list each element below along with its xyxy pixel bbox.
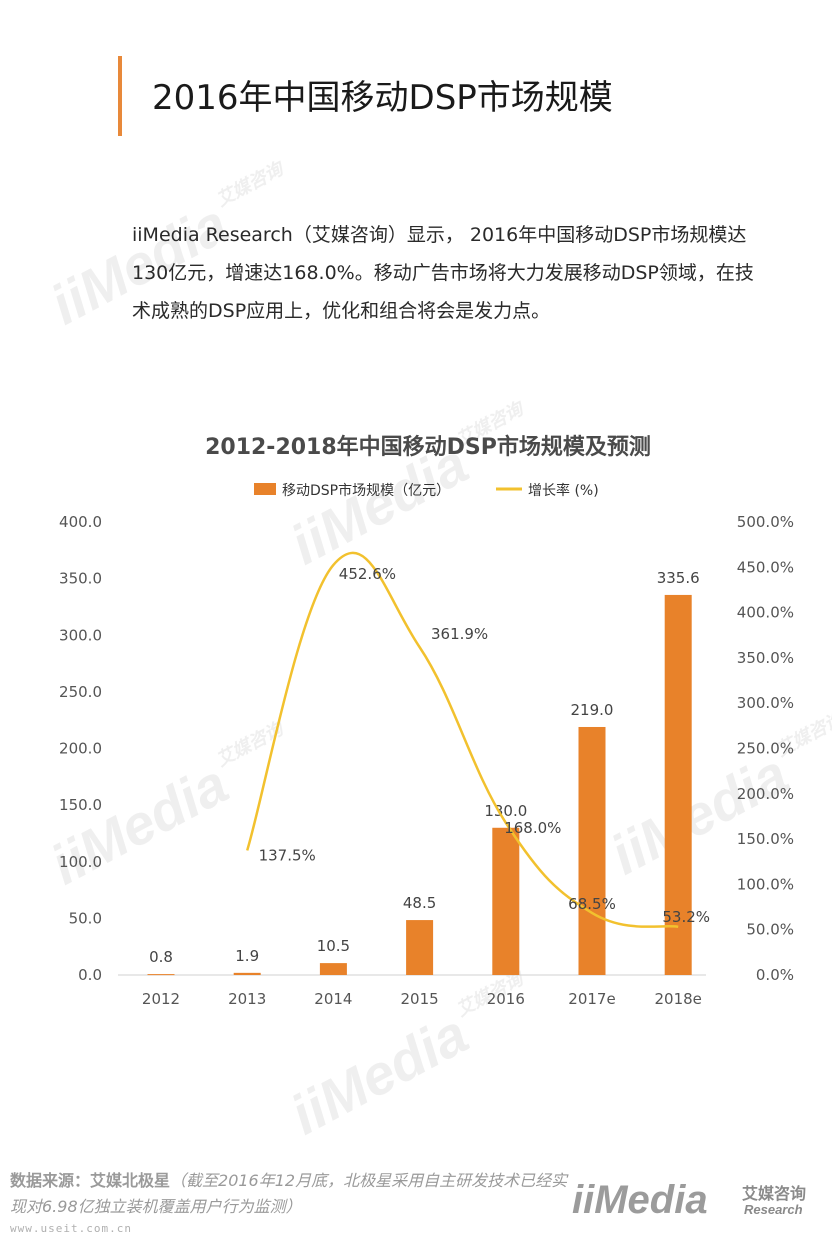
right-tick-label: 350.0% — [737, 649, 794, 667]
chart: 2012-2018年中国移动DSP市场规模及预测 移动DSP市场规模（亿元） 增… — [59, 434, 794, 1008]
footer-url: www.useit.com.cn — [10, 1222, 132, 1235]
bar — [492, 827, 520, 975]
right-tick-label: 300.0% — [737, 694, 794, 712]
chart-title: 2012-2018年中国移动DSP市场规模及预测 — [205, 434, 651, 460]
left-tick-label: 150.0 — [59, 796, 102, 814]
title-accent-bar — [118, 56, 122, 136]
growth-value-label: 137.5% — [259, 846, 316, 864]
source-label: 数据来源：艾媒北极星 — [10, 1171, 171, 1190]
right-tick-label: 500.0% — [737, 513, 794, 531]
bar-value-label: 130.0 — [484, 802, 527, 820]
legend: 移动DSP市场规模（亿元） 增长率 (%) — [254, 482, 599, 499]
source-note: （截至2016年12月底，北极星采用自主研发技术已经实现对6.98亿独立装机覆盖… — [10, 1171, 568, 1216]
x-tick-label: 2016 — [487, 990, 525, 1008]
x-tick-label: 2012 — [142, 990, 180, 1008]
bar-value-label: 10.5 — [317, 937, 350, 955]
legend-bar-swatch — [254, 483, 276, 495]
right-tick-label: 0.0% — [756, 966, 794, 984]
bar-labels: 0.8 1.9 10.5 48.5 130.0 219.0 335.6 — [149, 569, 700, 966]
bar-value-label: 1.9 — [235, 947, 259, 965]
right-tick-label: 400.0% — [737, 604, 794, 622]
x-tick-label: 2014 — [314, 990, 352, 1008]
left-tick-label: 400.0 — [59, 513, 102, 531]
x-tick-label: 2015 — [401, 990, 439, 1008]
left-tick-label: 300.0 — [59, 626, 102, 644]
footer-source: 数据来源：艾媒北极星（截至2016年12月底，北极星采用自主研发技术已经实现对6… — [10, 1168, 570, 1220]
legend-bar-label: 移动DSP市场规模（亿元） — [282, 482, 450, 499]
bar-value-label: 48.5 — [403, 894, 436, 912]
x-tick-label: 2018e — [654, 990, 701, 1008]
right-tick-label: 250.0% — [737, 740, 794, 758]
growth-line — [246, 551, 679, 929]
growth-value-label: 53.2% — [662, 908, 710, 926]
imedia-logo: iiMedia 艾媒咨询 Research — [572, 1172, 822, 1228]
line-labels: 137.5% 452.6% 361.9% 168.0% 68.5% 53.2% — [259, 565, 710, 926]
growth-value-label: 68.5% — [568, 895, 616, 913]
intro-paragraph: iiMedia Research（艾媒咨询）显示， 2016年中国移动DSP市场… — [132, 224, 754, 322]
bar-series — [147, 594, 692, 976]
right-tick-label: 200.0% — [737, 785, 794, 803]
left-tick-label: 50.0 — [69, 909, 102, 927]
bar — [319, 963, 347, 975]
bar — [578, 726, 606, 975]
bar — [233, 972, 261, 975]
bar — [147, 974, 175, 976]
x-axis: 2012 2013 2014 2015 2016 2017e 2018e — [142, 990, 702, 1008]
left-tick-label: 0.0 — [78, 966, 102, 984]
bar — [664, 594, 692, 975]
right-tick-label: 100.0% — [737, 875, 794, 893]
legend-line-label: 增长率 (%) — [528, 482, 599, 499]
x-tick-label: 2017e — [568, 990, 615, 1008]
left-tick-label: 250.0 — [59, 683, 102, 701]
logo-en: Research — [744, 1202, 803, 1217]
left-tick-label: 350.0 — [59, 570, 102, 588]
logo-cn: 艾媒咨询 — [742, 1184, 807, 1203]
right-tick-label: 150.0% — [737, 830, 794, 848]
bar-value-label: 0.8 — [149, 948, 173, 966]
right-tick-label: 450.0% — [737, 558, 794, 576]
right-axis: 0.0% 50.0% 100.0% 150.0% 200.0% 250.0% 300.0% 3… — [737, 513, 794, 984]
growth-value-label: 168.0% — [504, 819, 561, 837]
x-tick-label: 2013 — [228, 990, 266, 1008]
logo-brand: iiMedia — [572, 1178, 708, 1222]
page-title: 2016年中国移动DSP市场规模 — [152, 78, 613, 118]
left-axis: 0.0 50.0 100.0 150.0 200.0 250.0 300.0 350.0 400… — [59, 513, 102, 984]
growth-value-label: 452.6% — [339, 565, 396, 583]
left-tick-label: 200.0 — [59, 740, 102, 758]
growth-value-label: 361.9% — [431, 625, 488, 643]
left-tick-label: 100.0 — [59, 853, 102, 871]
right-tick-label: 50.0% — [746, 921, 794, 939]
bar-value-label: 219.0 — [571, 701, 614, 719]
bar — [406, 920, 434, 975]
bar-value-label: 335.6 — [657, 569, 700, 587]
